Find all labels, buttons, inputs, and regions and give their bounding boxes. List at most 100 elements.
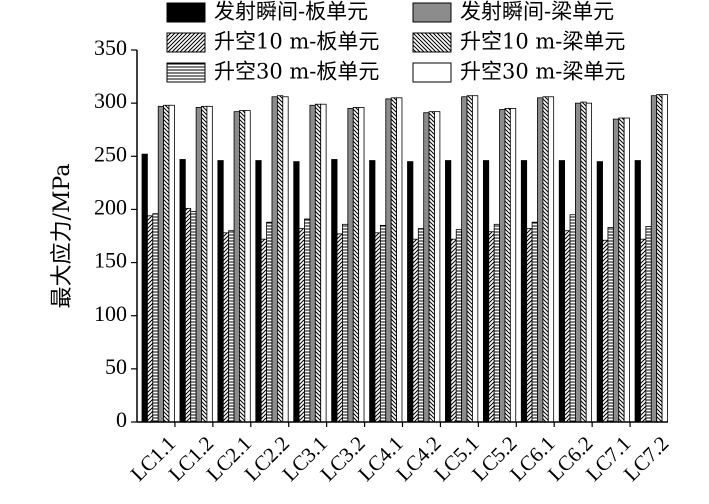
bar	[276, 95, 284, 423]
y-tick-label: 200	[94, 194, 127, 219]
legend-label: 发射瞬间-板单元	[214, 0, 368, 24]
bar	[233, 111, 240, 423]
bar	[585, 102, 593, 423]
bar	[369, 160, 376, 423]
bar	[618, 117, 625, 423]
bar	[304, 218, 311, 423]
bar	[645, 226, 652, 423]
bar	[580, 101, 587, 423]
bar	[575, 102, 582, 423]
bar	[547, 96, 555, 423]
bar	[298, 228, 305, 423]
bar	[222, 232, 230, 423]
bar	[661, 94, 668, 423]
bar	[504, 108, 511, 423]
legend-label: 升空10 m-梁单元	[460, 30, 625, 54]
legend-label: 升空30 m-梁单元	[460, 60, 625, 84]
y-axis-ticks: 0 50 100 150 200 250 300 350	[94, 35, 137, 432]
bar	[228, 230, 235, 423]
bar	[358, 106, 365, 423]
bar	[602, 239, 609, 423]
bar	[347, 108, 354, 423]
legend-label: 升空30 m-板单元	[214, 60, 379, 84]
bar	[184, 207, 192, 423]
bar	[331, 159, 338, 423]
bar	[650, 95, 658, 423]
bar	[623, 117, 630, 423]
bar	[640, 238, 647, 423]
bar	[537, 97, 544, 423]
bar	[542, 96, 549, 423]
legend-label: 发射瞬间-梁单元	[460, 0, 614, 24]
x-tick-label: LC7.2	[619, 431, 674, 486]
bar	[445, 160, 452, 423]
bar	[146, 215, 154, 423]
bar	[309, 104, 316, 423]
bar	[374, 232, 381, 423]
bar	[472, 95, 479, 423]
bar	[423, 112, 430, 423]
y-tick-label: 0	[116, 407, 127, 432]
bar	[596, 161, 603, 423]
bar	[201, 105, 208, 423]
bar	[499, 109, 506, 423]
bar	[390, 97, 397, 423]
legend-swatch	[166, 32, 206, 53]
bar	[407, 161, 414, 423]
bar	[260, 238, 267, 423]
bar	[157, 105, 164, 423]
bar	[168, 104, 175, 423]
bar	[569, 214, 576, 423]
bar	[417, 228, 425, 423]
bar	[412, 238, 419, 423]
bar	[314, 103, 322, 423]
bar	[396, 97, 403, 423]
bar	[493, 223, 500, 423]
y-tick-label: 100	[94, 301, 127, 326]
legend-swatch	[412, 32, 452, 53]
bar	[239, 110, 246, 423]
legend-swatch	[412, 62, 452, 83]
bar	[482, 160, 490, 423]
bar	[163, 104, 170, 423]
bar	[461, 96, 468, 423]
bar	[190, 211, 197, 423]
y-tick-label: 250	[94, 141, 127, 166]
bar	[152, 213, 159, 423]
bar	[428, 111, 435, 423]
y-tick-label: 350	[94, 35, 127, 60]
bar	[271, 96, 278, 423]
bar	[217, 160, 224, 423]
bar	[531, 221, 538, 423]
bar	[206, 105, 213, 423]
bar	[352, 106, 360, 423]
bar	[385, 98, 392, 423]
bar	[320, 103, 327, 423]
legend-swatch	[166, 62, 206, 83]
bar	[558, 160, 566, 423]
bar	[434, 111, 441, 423]
bar	[526, 228, 533, 423]
bar	[450, 238, 457, 423]
bar	[293, 161, 300, 423]
bar	[179, 159, 186, 423]
x-axis-ticks: LC1.1LC1.2LC2.1LC2.2LC3.1LC3.2LC4.1LC4.2…	[126, 422, 674, 486]
bar	[141, 153, 148, 423]
bar	[488, 231, 495, 423]
bar	[466, 95, 473, 423]
bar	[564, 230, 571, 423]
y-tick-label: 150	[94, 248, 127, 273]
bar	[255, 160, 262, 423]
bar	[336, 233, 343, 423]
bar	[195, 106, 202, 423]
bar	[612, 118, 620, 423]
y-tick-label: 300	[94, 88, 127, 113]
bar	[520, 160, 528, 423]
y-axis-title: 最大应力/MPa	[50, 164, 75, 309]
bar	[656, 94, 663, 423]
y-tick-label: 50	[105, 354, 127, 379]
bar	[634, 160, 641, 423]
legend-swatch	[412, 2, 452, 23]
